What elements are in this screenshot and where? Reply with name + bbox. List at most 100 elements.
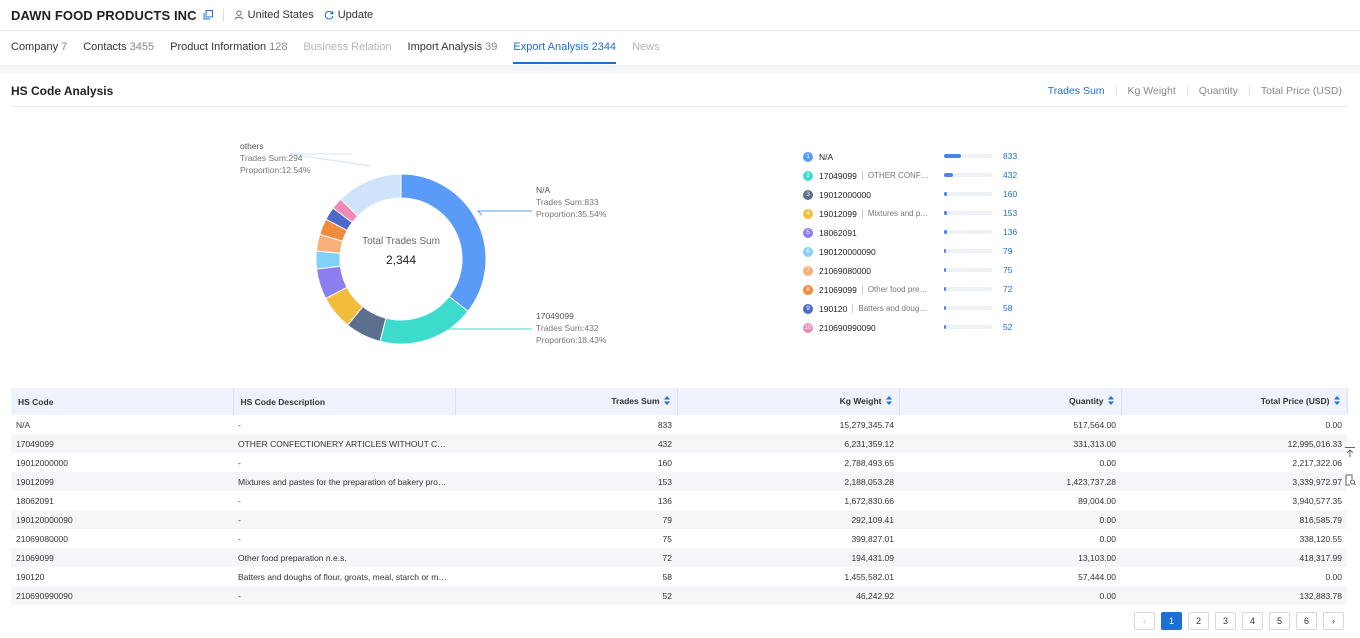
table-cell: 13,103.00 xyxy=(899,548,1121,567)
table-cell: 3,940,577.35 xyxy=(1292,495,1342,506)
legend-bar-fill xyxy=(944,192,948,196)
table-row: 190120000090-79 292,109.41 0.00 816,585.79 xyxy=(11,510,1347,529)
sort-icon[interactable] xyxy=(1333,396,1340,407)
legend-item[interactable]: 6 190120000090 79 xyxy=(803,242,1033,261)
legend-bar-track xyxy=(944,249,992,253)
table-cell: 153 xyxy=(455,472,677,491)
column-header-trades-sum[interactable]: Trades Sum xyxy=(455,388,678,415)
page-button-3[interactable]: 3 xyxy=(1215,612,1236,630)
legend-item[interactable]: 10 210690990090 52 xyxy=(803,318,1033,337)
column-header-label: Kg Weight xyxy=(839,396,882,406)
legend-item[interactable]: 7 21069080000 75 xyxy=(803,261,1033,280)
legend-value: 160 xyxy=(1003,189,1018,199)
table-cell: 21069080000 xyxy=(16,533,69,544)
table-cell: 75 xyxy=(662,533,672,544)
tab-company[interactable]: Company 7 xyxy=(11,31,67,65)
tab-product-information[interactable]: Product Information 128 xyxy=(170,31,287,65)
legend-item[interactable]: 9 190120 Batters and doughs 58 xyxy=(803,299,1033,318)
legend-rank-badge: 3 xyxy=(803,189,813,200)
table-cell: 432 xyxy=(455,434,677,453)
metric-tab-quantity[interactable]: Quantity xyxy=(1198,85,1238,97)
tab-contacts[interactable]: Contacts 3455 xyxy=(83,31,154,65)
table-cell: 19012000000 xyxy=(16,457,69,468)
table-cell: 89,004.00 xyxy=(1078,495,1116,506)
legend-code: 19012000000 xyxy=(819,189,872,200)
table-row: 210690990090-52 46,242.92 0.00 132,883.78 xyxy=(11,586,1347,605)
legend-bar-track xyxy=(944,325,992,329)
column-header-quantity[interactable]: Quantity xyxy=(899,388,1122,415)
tab-export-analysis[interactable]: Export Analysis 2344 xyxy=(513,31,616,65)
table-cell: 58 xyxy=(662,571,672,582)
callout-others: others Trades Sum:294 Proportion:12.54% xyxy=(240,140,310,176)
table-cell: - xyxy=(238,533,241,544)
legend-value: 72 xyxy=(1003,284,1013,294)
table-cell: 72 xyxy=(455,548,677,567)
table-cell: 1,423,737.28 xyxy=(899,472,1121,491)
metric-tab-total-price-usd[interactable]: Total Price (USD) xyxy=(1260,85,1342,97)
donut-slice-17049099[interactable] xyxy=(379,295,469,345)
sort-icon[interactable] xyxy=(663,396,670,407)
metric-tab-kg-weight[interactable]: Kg Weight xyxy=(1127,85,1176,97)
column-header-kg-weight[interactable]: Kg Weight xyxy=(677,388,900,415)
tab-news[interactable]: News xyxy=(632,31,660,65)
back-to-top-button[interactable] xyxy=(1340,441,1360,463)
tab-import-analysis[interactable]: Import Analysis 39 xyxy=(408,31,498,65)
legend-bar-track xyxy=(944,173,992,177)
table-row: 17049099 OTHER CONFECTIONERY ARTICLES WIT… xyxy=(11,434,1347,453)
table-cell: - xyxy=(233,510,455,529)
update-button[interactable]: Update xyxy=(324,9,373,21)
column-header-total-price-usd[interactable]: Total Price (USD) xyxy=(1121,388,1348,415)
legend-code: 18062091 xyxy=(819,227,857,238)
table-cell: - xyxy=(238,419,241,430)
section-gap xyxy=(0,65,1360,73)
table-cell: OTHER CONFECTIONERY ARTICLES WITHOUT COC… xyxy=(233,434,455,453)
page-button-5[interactable]: 5 xyxy=(1269,612,1290,630)
legend-bar-fill xyxy=(944,325,946,329)
table-cell: 2,788,493.65 xyxy=(844,457,894,468)
legend-item[interactable]: 8 21069099 Other food preparation 72 xyxy=(803,280,1033,299)
sort-icon[interactable] xyxy=(1107,396,1114,407)
column-header-label: HS Code Description xyxy=(240,396,326,407)
tab-label: Import Analysis xyxy=(407,41,483,53)
pagination: ‹ 1 2 3 4 5 6 › xyxy=(1128,612,1344,630)
legend-item[interactable]: 3 19012000000 160 xyxy=(803,185,1033,204)
report-button[interactable] xyxy=(1340,469,1360,491)
table-cell: N/A xyxy=(16,419,31,430)
divider xyxy=(11,106,1347,107)
legend-item[interactable]: 1 N/A 833 xyxy=(803,147,1033,166)
tab-label: News xyxy=(632,41,660,53)
legend-item[interactable]: 2 17049099 OTHER CONFECTIONERY 432 xyxy=(803,166,1033,185)
legend-bar-fill xyxy=(944,268,946,272)
table-cell: 19012099 xyxy=(11,472,233,491)
copy-icon[interactable] xyxy=(203,10,213,20)
tab-business-relation[interactable]: Business Relation xyxy=(303,31,391,65)
main-tabs: Company 7 Contacts 3455 Product Information 1… xyxy=(0,31,1360,65)
table-cell: 2,188,053.28 xyxy=(677,472,899,491)
callout-trades: Trades Sum:294 xyxy=(240,153,303,163)
page-button-6[interactable]: 6 xyxy=(1296,612,1317,630)
table-cell: 132,883.78 xyxy=(1121,586,1347,605)
metric-tab-trades-sum[interactable]: Trades Sum xyxy=(1047,85,1105,97)
legend-bar-track xyxy=(944,306,992,310)
legend-item[interactable]: 5 18062091 136 xyxy=(803,223,1033,242)
callout-title: N/A xyxy=(536,185,551,195)
table-cell: 6,231,359.12 xyxy=(677,434,899,453)
table-row: 21069099 Other food preparation n.e.s. 72 1… xyxy=(11,548,1347,567)
page-button-2[interactable]: 2 xyxy=(1188,612,1209,630)
table-cell: 331,313.00 xyxy=(899,434,1121,453)
prev-page-button[interactable]: ‹ xyxy=(1134,612,1155,630)
legend-item[interactable]: 4 19012099 Mixtures and pastes 153 xyxy=(803,204,1033,223)
tab-label: Product Information xyxy=(170,41,267,53)
next-page-button[interactable]: › xyxy=(1323,612,1344,630)
donut-slice-others[interactable] xyxy=(340,173,402,217)
table-row: 21069080000 - 75 399,827.01 0.00 338,120.55 xyxy=(11,529,1347,548)
page-button-4[interactable]: 4 xyxy=(1242,612,1263,630)
side-toolbar xyxy=(1340,441,1360,497)
page-button-1[interactable]: 1 xyxy=(1161,612,1182,630)
panel-title: HS Code Analysis xyxy=(11,84,114,98)
legend-bar-track xyxy=(944,211,992,215)
sort-icon[interactable] xyxy=(885,396,892,407)
metric-tabs: Trades Sum Kg Weight Quantity Total Price (… xyxy=(1048,85,1342,97)
table-cell: Batters and doughs of flour, groats, mea… xyxy=(238,571,455,582)
legend-value: 75 xyxy=(1003,265,1013,275)
